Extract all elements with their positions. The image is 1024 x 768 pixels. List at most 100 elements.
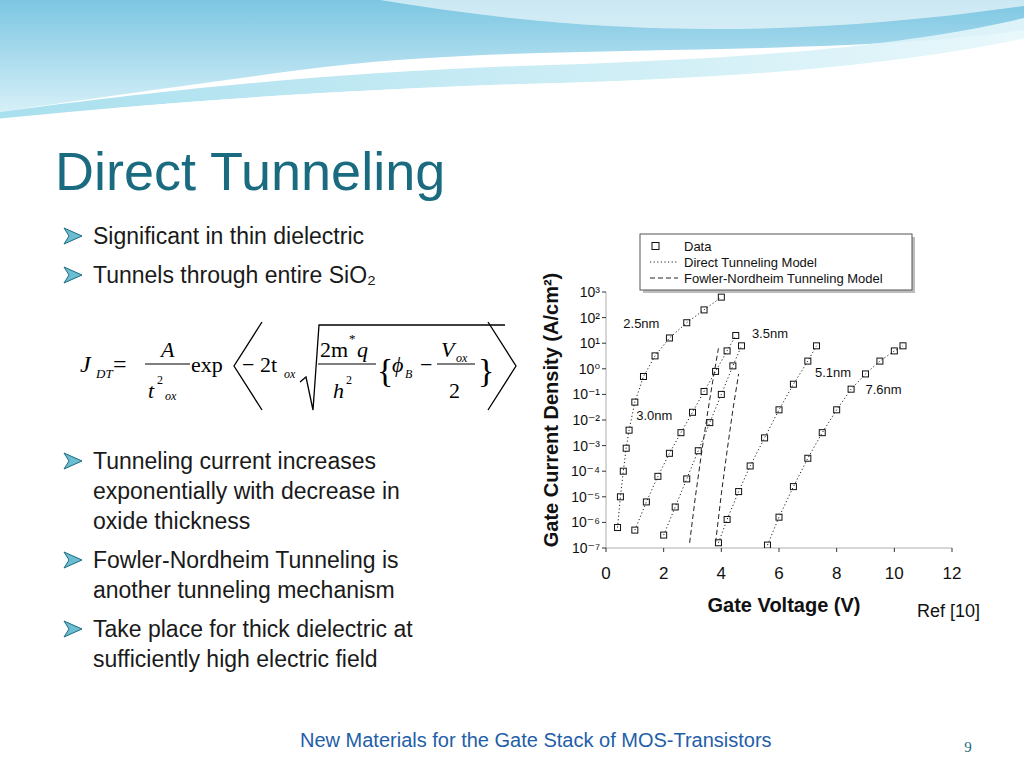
x-tick-label: 4: [717, 564, 726, 583]
data-point: [643, 499, 649, 505]
formula-part: ox: [284, 367, 296, 381]
x-tick: [606, 548, 607, 552]
fraction-bar: [437, 363, 475, 364]
x-axis-label: Gate Voltage (V): [708, 594, 861, 616]
data-point: [715, 540, 721, 546]
y-tick: [602, 522, 606, 523]
y-tick-label: 10⁻⁶: [571, 514, 600, 530]
formula-part: V: [441, 337, 457, 362]
bullet-arrow: [64, 267, 82, 283]
angle-bracket: [488, 322, 516, 410]
series-line: [718, 346, 816, 543]
legend: DataDirect Tunneling ModelFowler-Nordhei…: [640, 234, 915, 293]
data-point: [762, 435, 768, 441]
bullet-text: sufficiently high electric field: [93, 646, 378, 672]
bullet-arrow: [64, 228, 82, 244]
y-tick: [602, 317, 606, 318]
fraction-bar: [145, 363, 190, 364]
title: Direct Tunneling: [55, 141, 445, 201]
bullet-text: oxide thickness: [93, 508, 250, 534]
data-point: [684, 476, 690, 482]
formula-part: {: [377, 352, 393, 389]
y-tick: [602, 496, 606, 497]
x-tick: [836, 548, 837, 552]
y-tick-label: 10⁻¹: [572, 386, 600, 402]
formula-part: A: [159, 337, 175, 362]
formula-part: h: [333, 378, 344, 403]
y-tick: [602, 292, 606, 293]
angle-bracket: [234, 322, 262, 410]
bullet-arrow: [64, 453, 82, 469]
slide: Direct TunnelingSignificant in thin diel…: [0, 0, 1024, 768]
y-tick-label: 10³: [580, 284, 601, 300]
data-point: [672, 504, 678, 510]
y-tick-label: 10²: [580, 310, 601, 326]
annotation: 3.0nm: [636, 408, 672, 423]
y-tick-label: 10⁻⁵: [571, 489, 600, 505]
bullet-text: Fowler-Nordheim Tunneling is: [93, 547, 399, 573]
annotation: 5.1nm: [815, 365, 851, 380]
header-line: [0, 40, 1024, 120]
x-tick-label: 8: [832, 564, 841, 583]
chart: 10⁻⁷10⁻⁶10⁻⁵10⁻⁴10⁻³10⁻²10⁻¹10⁰10¹10²10³…: [540, 234, 961, 616]
y-tick: [602, 548, 606, 549]
data-point: [730, 363, 736, 369]
series-line: [767, 346, 903, 545]
series-line: [664, 346, 742, 535]
header-wave: [0, 18, 1024, 120]
annotation: 3.5nm: [752, 326, 788, 341]
y-tick: [602, 471, 606, 472]
fraction-bar: [318, 363, 376, 364]
data-point: [877, 358, 883, 364]
data-point: [776, 514, 782, 520]
x-tick: [894, 548, 895, 552]
y-tick-label: 10⁻²: [572, 412, 600, 428]
data-point: [819, 430, 825, 436]
formula-part: 2: [346, 373, 352, 387]
data-point: [805, 455, 811, 461]
y-tick-label: 10⁻³: [572, 438, 600, 454]
legend-box: [640, 234, 912, 290]
y-tick: [602, 368, 606, 369]
data-point: [790, 484, 796, 490]
formula-part: 2: [449, 378, 460, 403]
formula-part: ox: [456, 351, 468, 365]
data-point: [724, 516, 730, 522]
y-tick: [602, 445, 606, 446]
data-point: [776, 407, 782, 413]
x-tick-label: 2: [659, 564, 668, 583]
formula-part: − 2t: [242, 352, 277, 377]
legend-label: Direct Tunneling Model: [684, 255, 817, 270]
data-point: [713, 368, 719, 374]
y-tick-label: 10⁻⁷: [572, 540, 600, 556]
y-tick-label: 10⁻⁴: [571, 463, 600, 479]
y-tick: [602, 394, 606, 395]
header-wave: [380, 0, 1024, 29]
formula-part: }: [478, 352, 494, 389]
formula-part: ϕ: [392, 352, 403, 377]
bullet-text: Tunnels through entire SiO₂: [93, 262, 376, 288]
data-point: [900, 343, 906, 349]
formula-part: ox: [165, 389, 177, 403]
background: [0, 0, 1024, 768]
formula-part: t: [148, 378, 155, 403]
x-tick: [663, 548, 664, 552]
x-tick-label: 12: [943, 564, 962, 583]
data-point: [690, 409, 696, 415]
series-line: [716, 374, 739, 543]
data-point: [805, 358, 811, 364]
plot-area: [615, 294, 906, 548]
y-tick: [602, 343, 606, 344]
formula-part: =: [113, 351, 127, 377]
formula-part: 2m: [320, 337, 348, 362]
bullet-text: another tunneling mechanism: [93, 577, 395, 603]
formula-part: exp: [191, 352, 223, 377]
bullet-arrow: [64, 552, 82, 568]
formula-part: q: [357, 337, 368, 362]
legend-swatch: [650, 278, 678, 279]
data-point: [666, 450, 672, 456]
data-point: [790, 381, 796, 387]
annotation: 2.5nm: [623, 316, 659, 331]
y-axis-label: Gate Current Density (A/cm²): [540, 273, 562, 548]
formula-part: *: [349, 331, 356, 346]
